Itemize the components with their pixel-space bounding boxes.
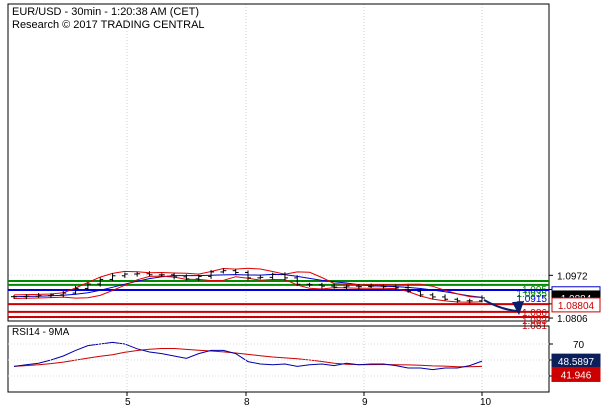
instrument-title: EUR/USD - 30min - 1:20:38 AM (CET) — [12, 6, 200, 18]
price-bars — [11, 268, 485, 304]
x-tick-label: 5 — [125, 397, 131, 408]
x-tick-label: 9 — [362, 397, 368, 408]
level-label: 1.0935 — [516, 289, 547, 300]
x-tick-label: 8 — [244, 397, 250, 408]
main-frame — [7, 3, 550, 322]
rsi-title: RSI14 - 9MA — [12, 327, 70, 338]
x-tick-label: 10 — [480, 397, 492, 408]
projection-arrow — [483, 299, 524, 316]
x-axis: 5 8 9 10 — [125, 392, 492, 408]
rsi-value-label: 48.5897 — [558, 357, 595, 368]
level-label: 1.083 — [522, 316, 547, 327]
level-label: 1.0915 — [516, 294, 547, 305]
current-price-marker — [551, 297, 601, 313]
current-price-markers: 1.090031.08841.08804 — [551, 286, 601, 313]
rsi-frame — [7, 325, 550, 393]
copyright-text: Research © 2017 TRADING CENTRAL — [12, 19, 205, 31]
chart-header: EUR/USD - 30min - 1:20:38 AM (CET) Resea… — [12, 6, 205, 32]
level-label: 1.081 — [522, 321, 547, 332]
rsi-ma-line — [13, 348, 483, 368]
rsi-line — [13, 341, 483, 371]
main-panel — [7, 3, 550, 322]
rsi-tick-label: 70 — [573, 340, 585, 351]
projection-arrow-head — [512, 301, 524, 316]
price-tick-label: 1.0972 — [557, 271, 588, 282]
rsi-ma-label: 41.946 — [561, 370, 592, 381]
level-label: 1.086 — [522, 308, 547, 319]
rsi-ma-marker — [551, 366, 601, 382]
projection-arrow-line — [483, 299, 519, 313]
price-tick-label: 1.0806 — [557, 314, 588, 325]
bollinger-upper — [13, 267, 483, 299]
current-price-label: 1.08804 — [558, 301, 595, 312]
grid — [8, 4, 549, 392]
